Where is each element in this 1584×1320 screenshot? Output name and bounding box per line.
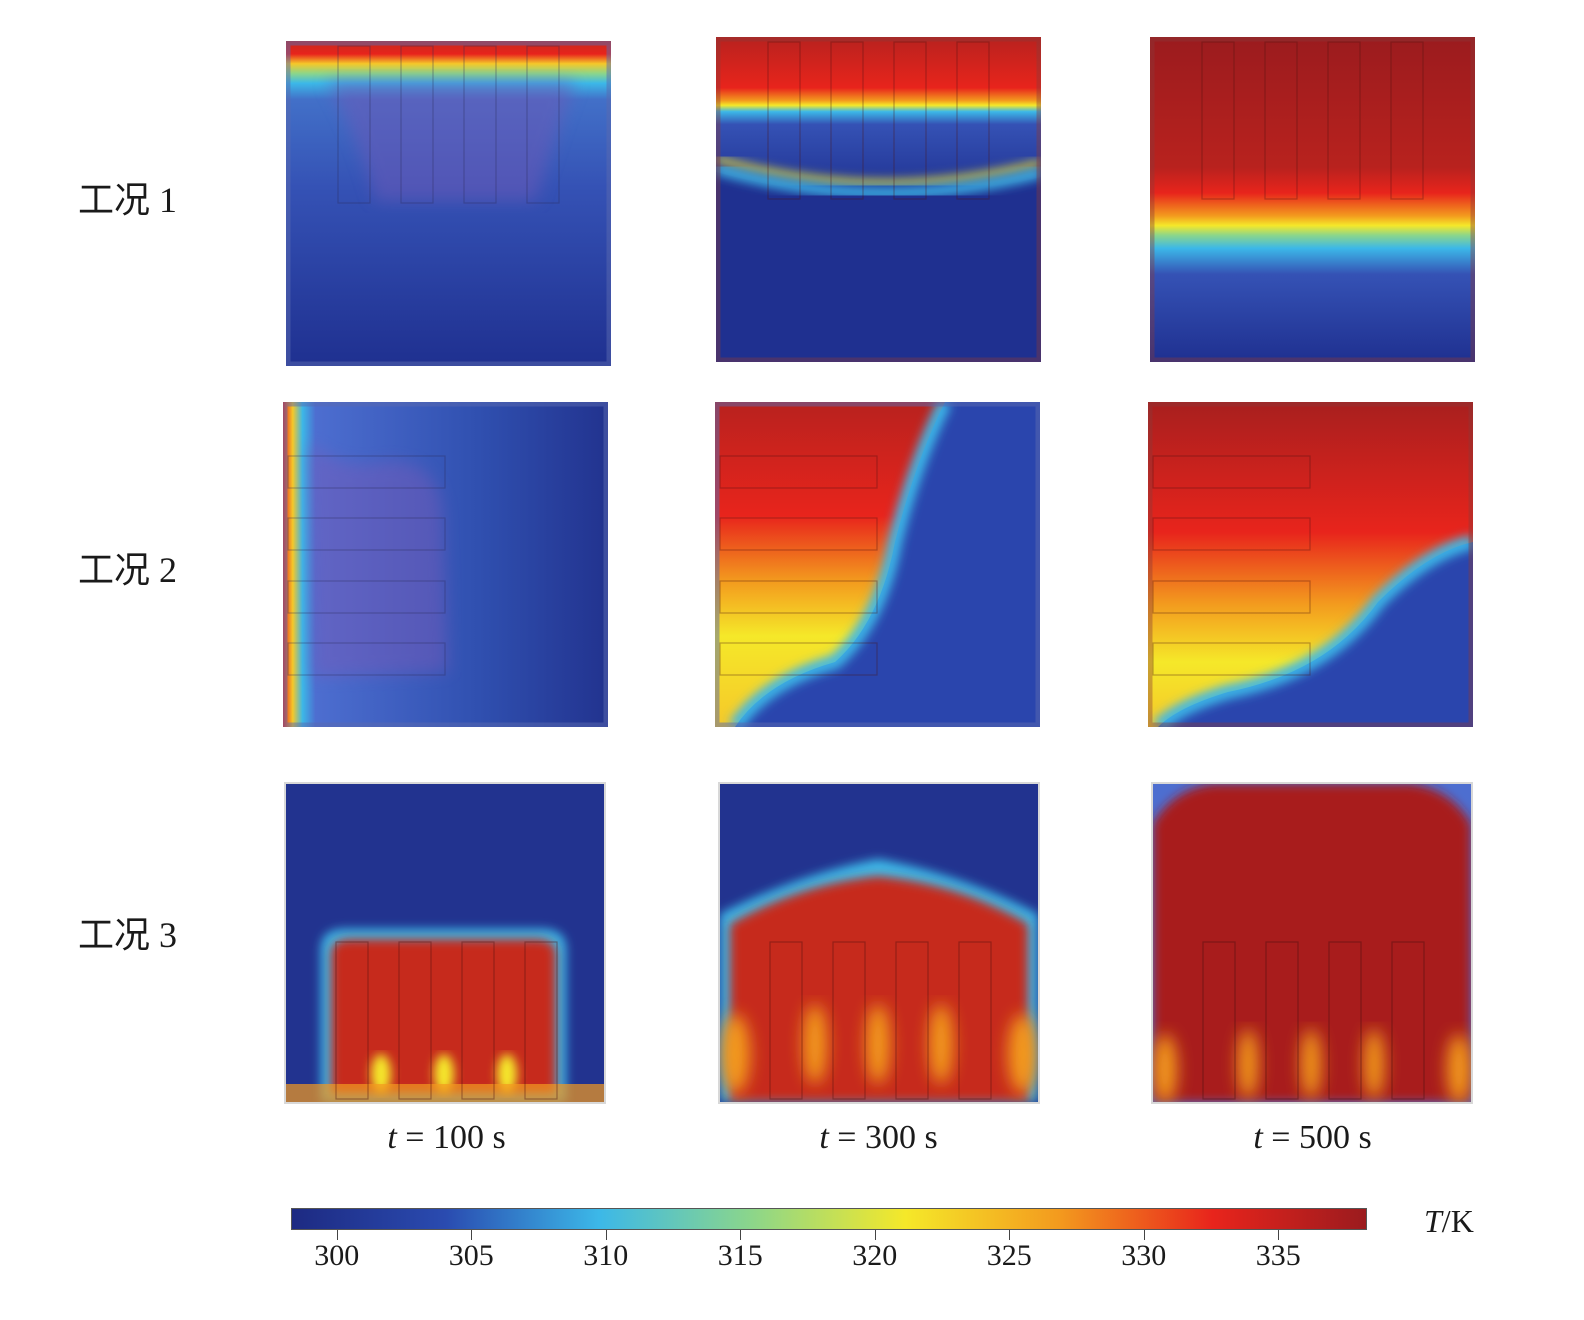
colorbar-tick-label: 305 xyxy=(448,1239,494,1272)
row-label-case-3: 工况 3 xyxy=(78,915,178,955)
colorbar-tick-label: 330 xyxy=(1121,1239,1167,1272)
temperature-colorbar xyxy=(291,1208,1367,1230)
panel-case3-t300 xyxy=(718,782,1040,1104)
panel-case2-t100 xyxy=(283,402,608,727)
colorbar-tick-label: 310 xyxy=(583,1239,629,1272)
colorbar-tick-mark xyxy=(1009,1230,1011,1240)
panel-case1-t100 xyxy=(286,41,611,366)
colorbar-tick-label: 325 xyxy=(986,1239,1032,1272)
colorbar-tick-mark xyxy=(471,1230,473,1240)
time-label-500: t = 500 s xyxy=(1253,1119,1372,1156)
colorbar-tick-mark xyxy=(605,1230,607,1240)
panel-case3-t500 xyxy=(1151,782,1473,1104)
panel-case2-t500 xyxy=(1148,402,1473,727)
colorbar-tick-mark xyxy=(874,1230,876,1240)
row-label-case-1: 工况 1 xyxy=(78,180,178,220)
colorbar-tick-label: 300 xyxy=(314,1239,360,1272)
colorbar-title: T/K xyxy=(1424,1203,1474,1239)
panel-case2-t300 xyxy=(715,402,1040,727)
panel-case1-t500 xyxy=(1150,37,1475,362)
colorbar-tick-mark xyxy=(740,1230,742,1240)
colorbar-tick-label: 320 xyxy=(852,1239,898,1272)
time-label-100: t = 100 s xyxy=(387,1119,506,1156)
colorbar-tick-label: 315 xyxy=(717,1239,763,1272)
time-label-300: t = 300 s xyxy=(819,1119,938,1156)
panel-case3-t100 xyxy=(284,782,606,1104)
colorbar-tick-mark xyxy=(1143,1230,1145,1240)
panel-case1-t300 xyxy=(716,37,1041,362)
colorbar-tick-mark xyxy=(336,1230,338,1240)
colorbar-tick-mark xyxy=(1278,1230,1280,1240)
colorbar-tick-label: 335 xyxy=(1255,1239,1301,1272)
row-label-case-2: 工况 2 xyxy=(78,550,178,590)
